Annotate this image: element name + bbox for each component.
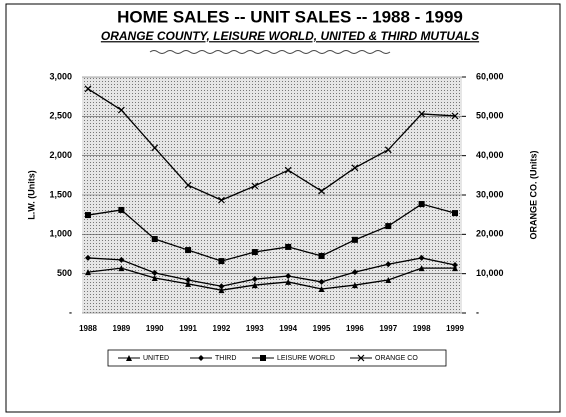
frame bbox=[5, 3, 561, 413]
y-tick-label: 500 bbox=[57, 268, 72, 278]
legend-marker bbox=[357, 354, 365, 362]
data-point bbox=[251, 249, 258, 256]
y-tick-label: 2,500 bbox=[49, 111, 72, 121]
legend-label: THIRD bbox=[215, 355, 236, 362]
legend-label: UNITED bbox=[143, 355, 169, 362]
data-point bbox=[452, 262, 458, 269]
x-tick-label: 1992 bbox=[213, 324, 231, 333]
legend-label: LEISURE WORLD bbox=[277, 355, 335, 362]
data-point bbox=[117, 106, 125, 114]
data-point bbox=[218, 283, 225, 290]
data-point bbox=[418, 201, 425, 208]
y-tick-label: 2,000 bbox=[49, 150, 72, 160]
y2-tick-label: 40,000 bbox=[476, 150, 504, 160]
x-tick-label: 1989 bbox=[112, 324, 130, 333]
data-point bbox=[318, 278, 325, 285]
data-point bbox=[118, 256, 125, 263]
data-point bbox=[351, 164, 359, 172]
data-point bbox=[84, 85, 92, 93]
data-point bbox=[452, 210, 458, 217]
x-tick-label: 1996 bbox=[346, 324, 364, 333]
y2-tick-label: 60,000 bbox=[476, 71, 504, 81]
data-point bbox=[351, 269, 358, 276]
data-point bbox=[151, 269, 158, 276]
x-tick-label: 1990 bbox=[146, 324, 164, 333]
data-point bbox=[251, 276, 258, 283]
y2-axis-title: ORANGE CO. (Units) bbox=[528, 150, 538, 239]
data-point bbox=[85, 212, 91, 219]
decoration bbox=[149, 50, 391, 54]
data-point bbox=[151, 144, 159, 152]
legend-marker bbox=[260, 355, 266, 361]
data-point bbox=[385, 276, 392, 283]
data-point bbox=[218, 258, 225, 265]
x-tick-label: 1997 bbox=[379, 324, 397, 333]
chart-title: HOME SALES -- UNIT SALES -- 1988 - 1999 bbox=[117, 7, 463, 26]
x-tick-label: 1998 bbox=[413, 324, 431, 333]
data-point bbox=[418, 254, 425, 261]
series-line bbox=[87, 257, 456, 287]
data-point bbox=[351, 236, 358, 243]
data-point bbox=[85, 254, 91, 261]
data-point bbox=[118, 265, 125, 272]
data-point bbox=[251, 182, 259, 190]
legend-marker bbox=[126, 355, 132, 361]
data-point bbox=[318, 187, 325, 195]
x-tick-label: 1994 bbox=[279, 324, 297, 333]
chart-subtitle: ORANGE COUNTY, LEISURE WORLD, UNITED & T… bbox=[101, 29, 479, 43]
data-point bbox=[318, 252, 325, 259]
series-line bbox=[87, 203, 456, 262]
y2-tick-label: 30,000 bbox=[476, 189, 504, 199]
x-tick-label: 1993 bbox=[246, 324, 264, 333]
y2-tick-label: 20,000 bbox=[476, 229, 504, 239]
x-tick-label: 1999 bbox=[446, 324, 464, 333]
x-tick-label: 1995 bbox=[313, 324, 331, 333]
data-point bbox=[452, 265, 458, 272]
data-point bbox=[118, 206, 125, 213]
y2-tick-label: - bbox=[476, 307, 479, 317]
data-point bbox=[384, 146, 392, 154]
y2-tick-label: 50,000 bbox=[476, 111, 504, 121]
legend bbox=[107, 349, 447, 367]
data-point bbox=[285, 273, 292, 280]
data-point bbox=[185, 280, 192, 287]
y-tick-label: 1,000 bbox=[49, 229, 72, 239]
legend-marker bbox=[198, 355, 204, 361]
data-point bbox=[151, 236, 158, 243]
data-point bbox=[385, 223, 392, 230]
series-line bbox=[87, 267, 455, 291]
x-tick-label: 1988 bbox=[79, 324, 97, 333]
data-point bbox=[184, 181, 192, 189]
data-point bbox=[351, 282, 358, 289]
data-point bbox=[151, 274, 158, 281]
data-point bbox=[418, 110, 426, 118]
data-point bbox=[318, 286, 325, 293]
data-point bbox=[218, 196, 225, 204]
legend-label: ORANGE CO bbox=[375, 355, 418, 362]
y-tick-label: 1,500 bbox=[49, 189, 72, 199]
y-axis-title: L.W. (Units) bbox=[26, 170, 36, 220]
x-tick-label: 1991 bbox=[179, 324, 197, 333]
data-point bbox=[285, 278, 292, 285]
data-point bbox=[451, 112, 459, 120]
data-point bbox=[185, 276, 192, 283]
series-line bbox=[87, 88, 456, 201]
y-tick-label: - bbox=[69, 307, 72, 317]
data-point bbox=[218, 287, 225, 294]
data-point bbox=[285, 243, 292, 250]
data-point bbox=[385, 261, 392, 268]
y2-tick-label: 10,000 bbox=[476, 268, 504, 278]
y-tick-label: 3,000 bbox=[49, 71, 72, 81]
data-point bbox=[284, 166, 292, 174]
data-point bbox=[85, 269, 91, 276]
data-point bbox=[251, 282, 258, 289]
data-point bbox=[185, 247, 192, 254]
data-point bbox=[418, 265, 425, 272]
